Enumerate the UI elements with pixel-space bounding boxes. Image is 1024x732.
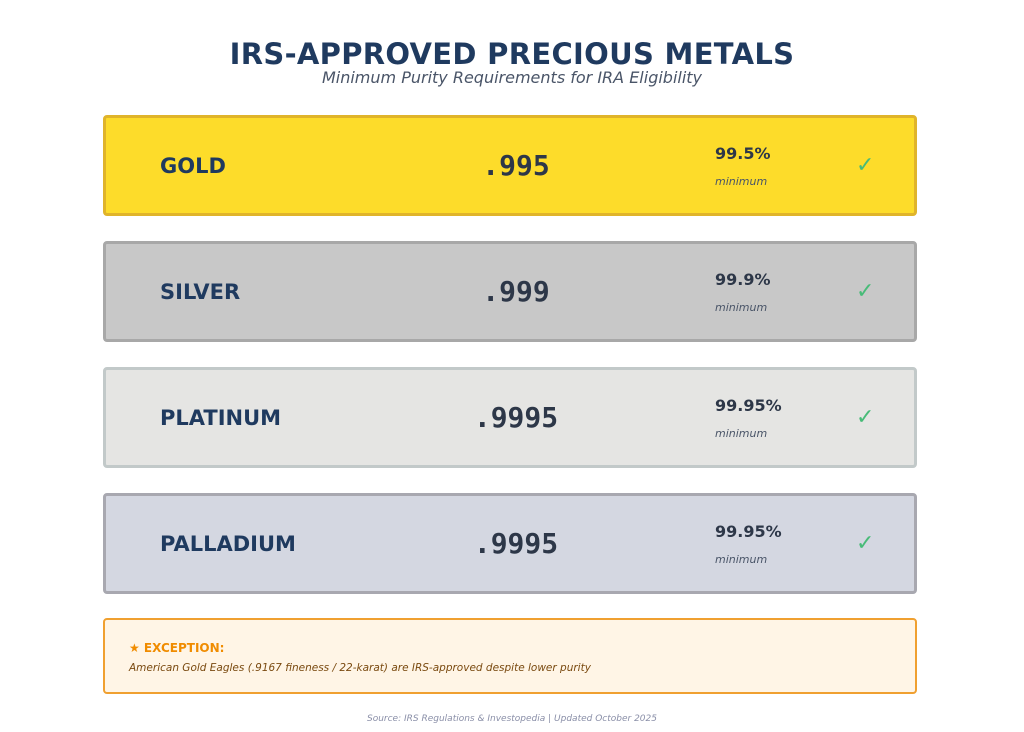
purity-percent: 99.95% (715, 396, 782, 415)
exception-box: ★ EXCEPTION: American Gold Eagles (.9167… (103, 618, 917, 694)
fineness-value: .9995 (473, 527, 559, 560)
purity-percent: 99.5% (715, 144, 771, 163)
minimum-label: minimum (715, 301, 768, 314)
page-title: IRS-APPROVED PRECIOUS METALS (229, 37, 795, 71)
fineness-value: .999 (482, 275, 550, 308)
metal-name: PALLADIUM (160, 531, 296, 556)
metal-name: PLATINUM (160, 405, 282, 430)
check-icon: ✓ (856, 153, 875, 178)
metal-card-platinum: PLATINUM .9995 99.95% minimum ✓ (103, 367, 917, 468)
metal-name: SILVER (160, 279, 241, 304)
minimum-label: minimum (715, 553, 768, 566)
page-subtitle: Minimum Purity Requirements for IRA Elig… (321, 68, 703, 87)
exception-title: ★ EXCEPTION: (129, 641, 225, 655)
minimum-label: minimum (715, 175, 768, 188)
check-icon: ✓ (856, 405, 875, 430)
metal-card-gold: GOLD .995 99.5% minimum ✓ (103, 115, 917, 216)
metal-card-palladium: PALLADIUM .9995 99.95% minimum ✓ (103, 493, 917, 594)
purity-percent: 99.9% (715, 270, 771, 289)
source-footer: Source: IRS Regulations & Investopedia |… (366, 714, 657, 724)
metal-name: GOLD (160, 153, 226, 178)
purity-percent: 99.95% (715, 522, 782, 541)
metal-card-silver: SILVER .999 99.9% minimum ✓ (103, 241, 917, 342)
fineness-value: .9995 (473, 401, 559, 434)
minimum-label: minimum (715, 427, 768, 440)
check-icon: ✓ (856, 531, 875, 556)
exception-text: American Gold Eagles (.9167 fineness / 2… (129, 662, 591, 674)
check-icon: ✓ (856, 279, 875, 304)
fineness-value: .995 (482, 149, 550, 182)
